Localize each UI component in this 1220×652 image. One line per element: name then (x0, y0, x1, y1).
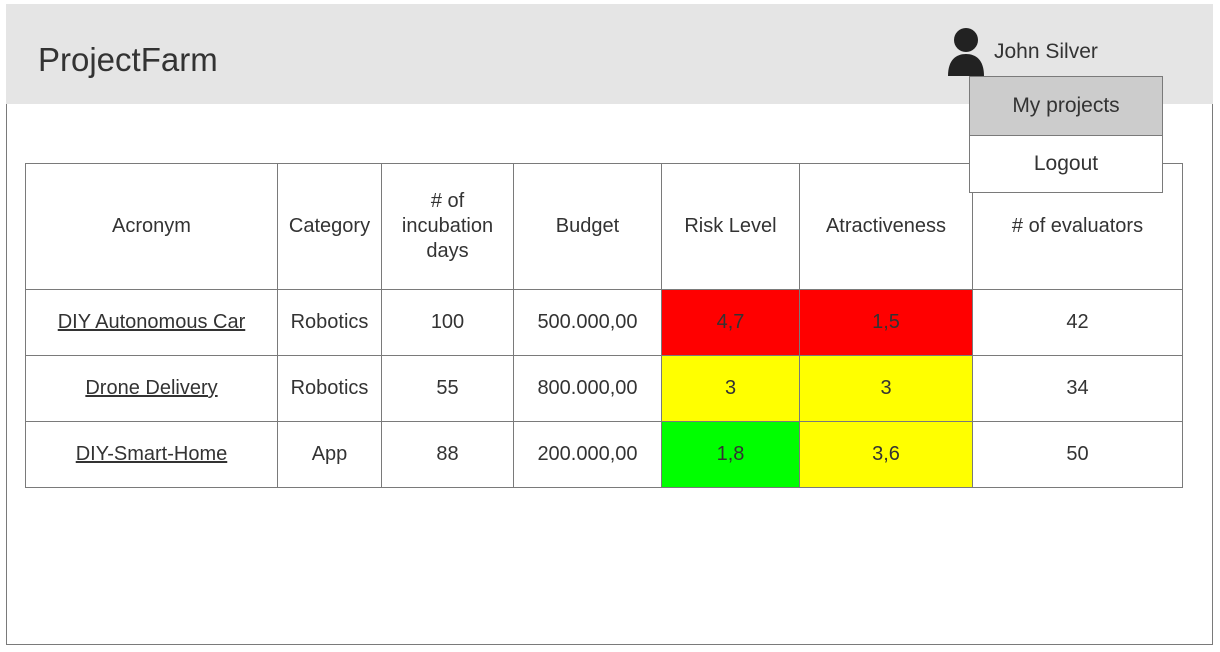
table-row: DIY-Smart-Home App 88 200.000,00 1,8 3,6… (25, 421, 1183, 488)
user-icon (948, 28, 984, 76)
header-acronym: Acronym (25, 163, 278, 290)
cell-evaluators: 50 (972, 421, 1183, 488)
cell-evaluators: 42 (972, 289, 1183, 356)
cell-incubation: 55 (381, 355, 514, 422)
app-header: ProjectFarm John Silver (6, 4, 1213, 104)
table-row: Drone Delivery Robotics 55 800.000,00 3 … (25, 355, 1183, 422)
menu-item-my-projects[interactable]: My projects (970, 77, 1162, 136)
cell-budget: 500.000,00 (513, 289, 662, 356)
user-area[interactable]: John Silver (946, 26, 1098, 78)
project-link[interactable]: DIY-Smart-Home (75, 443, 228, 465)
cell-attractiveness: 1,5 (799, 289, 973, 356)
cell-attractiveness: 3,6 (799, 421, 973, 488)
header-risk-level: Risk Level (661, 163, 800, 290)
cell-risk: 1,8 (661, 421, 800, 488)
cell-category: Robotics (277, 355, 382, 422)
cell-category: App (277, 421, 382, 488)
cell-risk: 3 (661, 355, 800, 422)
cell-evaluators: 34 (972, 355, 1183, 422)
cell-acronym: DIY Autonomous Car (25, 289, 278, 356)
user-name[interactable]: John Silver (994, 40, 1098, 63)
projects-table: Acronym Category # of incubation days Bu… (25, 163, 1183, 488)
app-title: ProjectFarm (38, 41, 218, 78)
project-link[interactable]: Drone Delivery (85, 377, 218, 399)
user-menu-dropdown: My projects Logout (969, 76, 1163, 193)
header-attractiveness: Atractiveness (799, 163, 973, 290)
cell-acronym: Drone Delivery (25, 355, 278, 422)
cell-category: Robotics (277, 289, 382, 356)
cell-attractiveness: 3 (799, 355, 973, 422)
cell-budget: 800.000,00 (513, 355, 662, 422)
menu-item-logout[interactable]: Logout (1033, 152, 1099, 175)
project-link[interactable]: DIY Autonomous Car (57, 311, 246, 333)
cell-acronym: DIY-Smart-Home (25, 421, 278, 488)
header-incubation-days: # of incubation days (381, 163, 514, 290)
table-row: DIY Autonomous Car Robotics 100 500.000,… (25, 289, 1183, 356)
header-budget: Budget (513, 163, 662, 290)
cell-incubation: 88 (381, 421, 514, 488)
header-incubation-label: # of incubation days (401, 190, 494, 262)
cell-risk: 4,7 (661, 289, 800, 356)
header-category: Category (277, 163, 382, 290)
cell-budget: 200.000,00 (513, 421, 662, 488)
table-header-row: Acronym Category # of incubation days Bu… (25, 163, 1183, 290)
cell-incubation: 100 (381, 289, 514, 356)
